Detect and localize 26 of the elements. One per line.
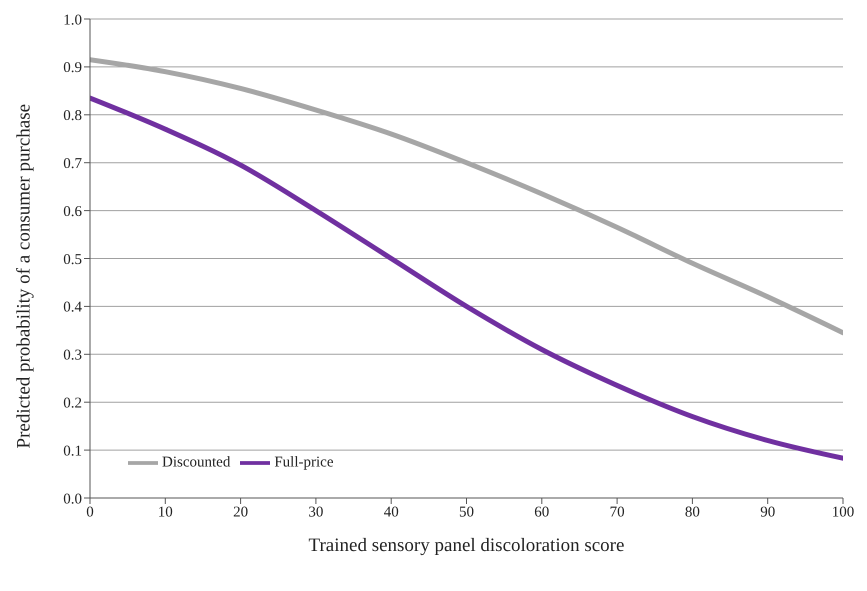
x-tick-label: 70 xyxy=(610,504,625,521)
y-tick-label: 0.0 xyxy=(63,491,82,508)
y-tick-label: 0.2 xyxy=(63,396,82,412)
y-tick-label: 0.7 xyxy=(63,156,82,172)
x-tick-label: 10 xyxy=(158,504,173,521)
y-tick-label: 0.8 xyxy=(63,108,82,124)
x-tick-label: 100 xyxy=(832,504,854,521)
y-tick-label: 0.3 xyxy=(63,348,82,364)
y-tick-label: 0.9 xyxy=(63,60,82,76)
x-tick-label: 90 xyxy=(760,504,776,521)
x-tick-label: 60 xyxy=(534,504,550,521)
x-tick-label: 80 xyxy=(684,504,700,521)
legend-label: Discounted xyxy=(162,454,230,470)
x-tick-label: 0 xyxy=(86,504,94,521)
y-tick-label: 0.1 xyxy=(63,443,82,460)
x-tick-label: 30 xyxy=(308,504,324,521)
y-tick-label: 0.4 xyxy=(63,300,82,316)
x-axis-title: Trained sensory panel discoloration score xyxy=(308,535,624,556)
x-tick-label: 40 xyxy=(384,504,399,521)
y-tick-label: 0.5 xyxy=(63,252,82,268)
x-tick-label: 20 xyxy=(233,504,248,521)
y-axis-title: Predicted probability of a consumer purchase xyxy=(14,104,35,448)
x-tick-label: 50 xyxy=(459,504,474,521)
y-tick-label: 0.6 xyxy=(63,204,82,220)
legend-label: Full-price xyxy=(274,454,334,470)
y-tick-label: 1.0 xyxy=(63,12,82,28)
